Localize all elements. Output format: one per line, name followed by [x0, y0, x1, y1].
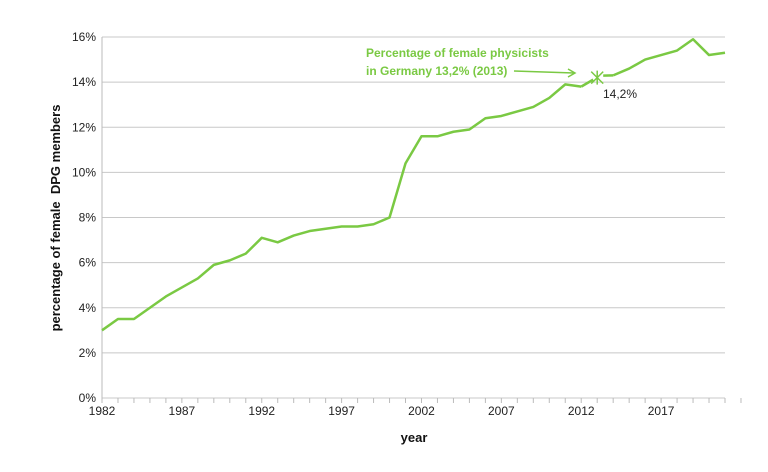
x-tick-label: 2012 — [568, 404, 595, 418]
y-tick-label: 0% — [79, 391, 97, 405]
arrow-head-icon — [567, 68, 577, 78]
x-tick-label: 1997 — [328, 404, 355, 418]
x-tick-label: 2002 — [408, 404, 435, 418]
series-line-segment — [101, 83, 582, 332]
series-line-segment — [612, 38, 726, 77]
y-tick-label: 12% — [72, 120, 96, 134]
annotation-arrow — [513, 70, 575, 74]
annotation-note-line2: in Germany 13,2% (2013) — [366, 64, 507, 78]
x-tick-label: 2007 — [488, 404, 515, 418]
x-tick-labels: 1982 1987 1992 1997 2002 2007 2012 2017 — [89, 404, 675, 418]
y-axis-title: percentage of female DPG members — [48, 105, 63, 332]
x-tick-label: 1992 — [248, 404, 275, 418]
y-tick-label: 6% — [79, 256, 97, 270]
marker-value-label: 14,2% — [603, 87, 637, 101]
annotation-group: Percentage of female physicists in Germa… — [366, 46, 637, 101]
gridlines — [101, 36, 742, 403]
x-tick-label: 2017 — [648, 404, 675, 418]
series-line-group — [101, 38, 726, 332]
y-tick-label: 8% — [79, 211, 97, 225]
series-line-segment — [580, 78, 594, 88]
y-tick-label: 2% — [79, 346, 97, 360]
y-tick-label: 14% — [72, 75, 96, 89]
x-tick-label: 1987 — [169, 404, 196, 418]
y-tick-label: 4% — [79, 301, 97, 315]
y-tick-labels: 0% 2% 4% 6% 8% 10% 12% 14% 16% — [72, 30, 96, 405]
annotation-note-line1: Percentage of female physicists — [366, 46, 549, 60]
x-tick-label: 1982 — [89, 404, 116, 418]
y-tick-label: 10% — [72, 165, 96, 179]
x-axis-title: year — [401, 430, 428, 445]
y-tick-label: 16% — [72, 30, 96, 44]
